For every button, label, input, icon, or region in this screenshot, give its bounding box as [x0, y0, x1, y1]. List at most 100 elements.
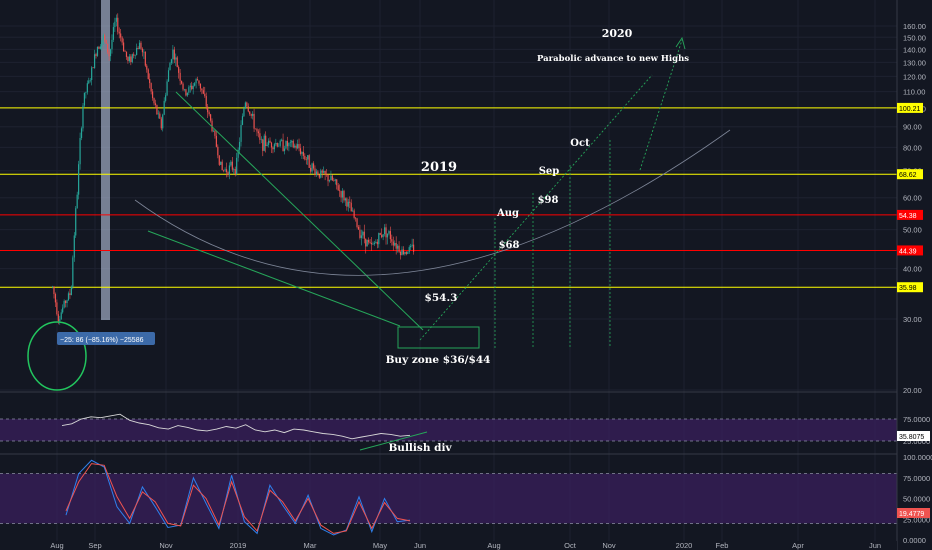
candle-body-172	[301, 151, 303, 154]
rsi-band	[0, 419, 897, 441]
candle-body-135	[247, 106, 249, 112]
candle-body-30	[95, 54, 97, 56]
candle-body-53	[128, 56, 130, 62]
level-tag-bg-1	[897, 169, 923, 180]
candle-body-140	[254, 128, 257, 130]
candle-body-239	[398, 245, 400, 252]
candle-body-75	[160, 118, 162, 129]
candle-body-43	[114, 21, 116, 28]
candle-body-143	[259, 133, 261, 140]
candle-body-37	[105, 40, 107, 44]
candle-body-203	[346, 198, 348, 207]
candle-body-79	[166, 81, 168, 96]
candle-body-117	[221, 161, 223, 171]
price-tick-4: 60.00	[903, 194, 922, 203]
stoch-band	[0, 473, 897, 524]
candle-body-167	[294, 145, 296, 148]
candle-body-67	[149, 78, 151, 84]
candle-body-65	[146, 65, 148, 70]
candle-body-123	[230, 161, 232, 166]
candle-body-225	[378, 233, 380, 245]
candle-body-228	[382, 234, 384, 238]
candle-body-118	[223, 170, 225, 171]
annotation-0: 2020	[602, 27, 633, 40]
rsi-line	[61, 413, 411, 440]
annotation-10: Bullish div	[388, 442, 452, 454]
candle-body-93	[186, 92, 188, 96]
candle-body-183	[317, 171, 319, 175]
candle-body-233	[389, 231, 391, 240]
candle-body-165	[291, 140, 293, 143]
candle-body-197	[337, 185, 339, 191]
candle-body-240	[399, 251, 402, 256]
candle-body-16	[75, 208, 77, 236]
candle-body-95	[189, 85, 191, 88]
candle-body-121	[227, 172, 229, 175]
candle-body-119	[224, 169, 226, 171]
candle-body-220	[370, 243, 373, 245]
candle-body-46	[118, 31, 120, 34]
candle-body-192	[330, 175, 332, 181]
candle-body-28	[92, 67, 94, 69]
candle-body-218	[368, 239, 370, 243]
candle-body-138	[252, 113, 254, 116]
candle-body-181	[314, 168, 316, 175]
candle-body-90	[182, 83, 184, 90]
candle-body-147	[265, 135, 267, 147]
candle-body-89	[180, 80, 183, 84]
candle-body-45	[117, 17, 119, 32]
candle-body-38	[107, 43, 109, 52]
candle-body-125	[233, 169, 235, 170]
candle-body-246	[408, 247, 410, 253]
candle-body-87	[178, 67, 180, 73]
arrow-shaft	[639, 39, 683, 171]
candle-body-106	[205, 96, 207, 107]
indicator-lines	[61, 413, 411, 536]
candle-body-219	[369, 242, 371, 244]
candle-body-205	[349, 201, 351, 203]
candle-body-178	[310, 167, 312, 172]
candle-body-190	[327, 174, 329, 182]
highlight-band	[101, 0, 110, 320]
candle-body-11	[67, 293, 70, 301]
candle-body-151	[270, 142, 273, 148]
advance-projection	[419, 74, 653, 341]
candle-body-58	[136, 48, 138, 55]
time-tick-9: Nov	[602, 541, 616, 550]
candle-body-162	[286, 140, 289, 147]
overlays	[27, 36, 731, 451]
candle-body-142	[257, 131, 260, 134]
parabolic-arc	[134, 129, 731, 276]
candle-body-200	[341, 190, 344, 198]
candle-body-126	[234, 169, 236, 174]
candle-body-52	[127, 56, 129, 62]
candle-body-25	[88, 80, 90, 84]
level-tag-3: 44.39	[899, 248, 917, 255]
candle-body-97	[192, 85, 194, 90]
candle-body-146	[263, 135, 265, 151]
price-tick-3: 50.00	[903, 226, 922, 235]
candle-body-3	[56, 302, 58, 315]
candle-body-115	[218, 155, 220, 165]
candle-body-185	[320, 170, 322, 178]
candle-body-32	[98, 46, 100, 49]
time-tick-10: 2020	[676, 541, 693, 550]
candle-body-6	[60, 312, 62, 320]
time-tick-4: Mar	[304, 541, 317, 550]
candle-body-141	[256, 128, 258, 132]
stoch-tick-2: 50.0000	[903, 495, 930, 504]
candle-body-209	[354, 217, 357, 219]
candle-body-196	[336, 179, 338, 186]
candle-body-244	[405, 251, 407, 254]
candle-body-208	[353, 210, 355, 218]
candle-body-114	[217, 146, 219, 156]
candle-body-36	[104, 35, 106, 41]
stoch-tick-0: 100.0000	[903, 453, 932, 462]
candle-body-249	[412, 244, 415, 252]
annotation-4: Sep	[539, 166, 560, 177]
candle-body-212	[359, 229, 361, 238]
candle-body-211	[357, 226, 360, 230]
